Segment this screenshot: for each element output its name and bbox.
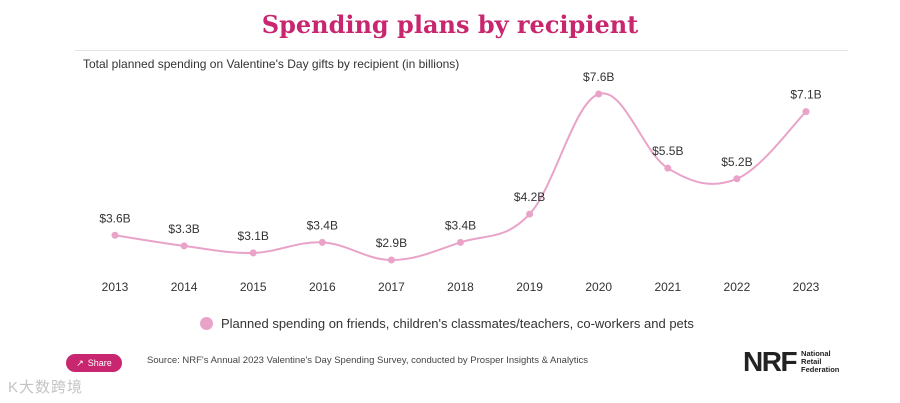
x-tick-label: 2013 <box>102 280 129 294</box>
data-label: $3.4B <box>445 218 476 232</box>
share-icon: ↗ <box>76 357 84 368</box>
data-point[interactable] <box>595 90 603 98</box>
nrf-logo: NRF National Retail Federation <box>743 348 839 376</box>
x-tick-label: 2023 <box>793 280 820 294</box>
watermark: K大数跨境 <box>8 379 84 396</box>
nrf-logo-mark: NRF <box>743 346 798 377</box>
nrf-logo-line: Retail <box>801 357 822 367</box>
nrf-logo-line: National <box>801 349 831 359</box>
share-label: Share <box>87 358 112 368</box>
data-point[interactable] <box>664 164 672 172</box>
share-button[interactable]: ↗ Share <box>66 354 122 372</box>
x-tick-label: 2015 <box>240 280 267 294</box>
nrf-logo-line: Federation <box>801 364 840 374</box>
data-point[interactable] <box>387 256 395 264</box>
data-label: $3.4B <box>307 218 338 232</box>
x-tick-label: 2018 <box>447 280 474 294</box>
data-point[interactable] <box>180 242 188 250</box>
x-tick-label: 2016 <box>309 280 336 294</box>
data-label: $7.6B <box>583 70 614 84</box>
data-point[interactable] <box>318 238 326 246</box>
data-label: $3.6B <box>99 211 130 225</box>
data-label: $5.5B <box>652 144 683 158</box>
series-line <box>114 92 807 262</box>
legend-swatch <box>200 317 213 330</box>
data-point[interactable] <box>111 231 119 239</box>
data-label: $3.3B <box>168 222 199 236</box>
data-label: $2.9B <box>376 236 407 250</box>
x-tick-label: 2017 <box>378 280 405 294</box>
data-point[interactable] <box>802 108 810 116</box>
data-label: $5.2B <box>721 155 752 169</box>
title-divider <box>75 50 848 51</box>
x-tick-label: 2022 <box>724 280 751 294</box>
legend-label: Planned spending on friends, children's … <box>221 316 694 331</box>
legend: Planned spending on friends, children's … <box>200 316 694 331</box>
chart-subtitle: Total planned spending on Valentine's Da… <box>83 57 460 71</box>
chart-title: Spending plans by recipient <box>261 10 639 39</box>
x-tick-label: 2014 <box>171 280 198 294</box>
data-label: $4.2B <box>514 190 545 204</box>
data-point[interactable] <box>526 210 534 218</box>
data-point[interactable] <box>249 249 257 257</box>
data-point[interactable] <box>457 238 464 246</box>
x-tick-label: 2019 <box>516 280 543 294</box>
x-tick-label: 2020 <box>585 280 612 294</box>
data-label: $7.1B <box>790 88 821 102</box>
data-label: $3.1B <box>238 229 269 243</box>
x-tick-label: 2021 <box>654 280 681 294</box>
data-point[interactable] <box>733 175 741 183</box>
nrf-logo-name: National Retail Federation <box>801 350 839 374</box>
source-note: Source: NRF's Annual 2023 Valentine's Da… <box>147 355 589 366</box>
